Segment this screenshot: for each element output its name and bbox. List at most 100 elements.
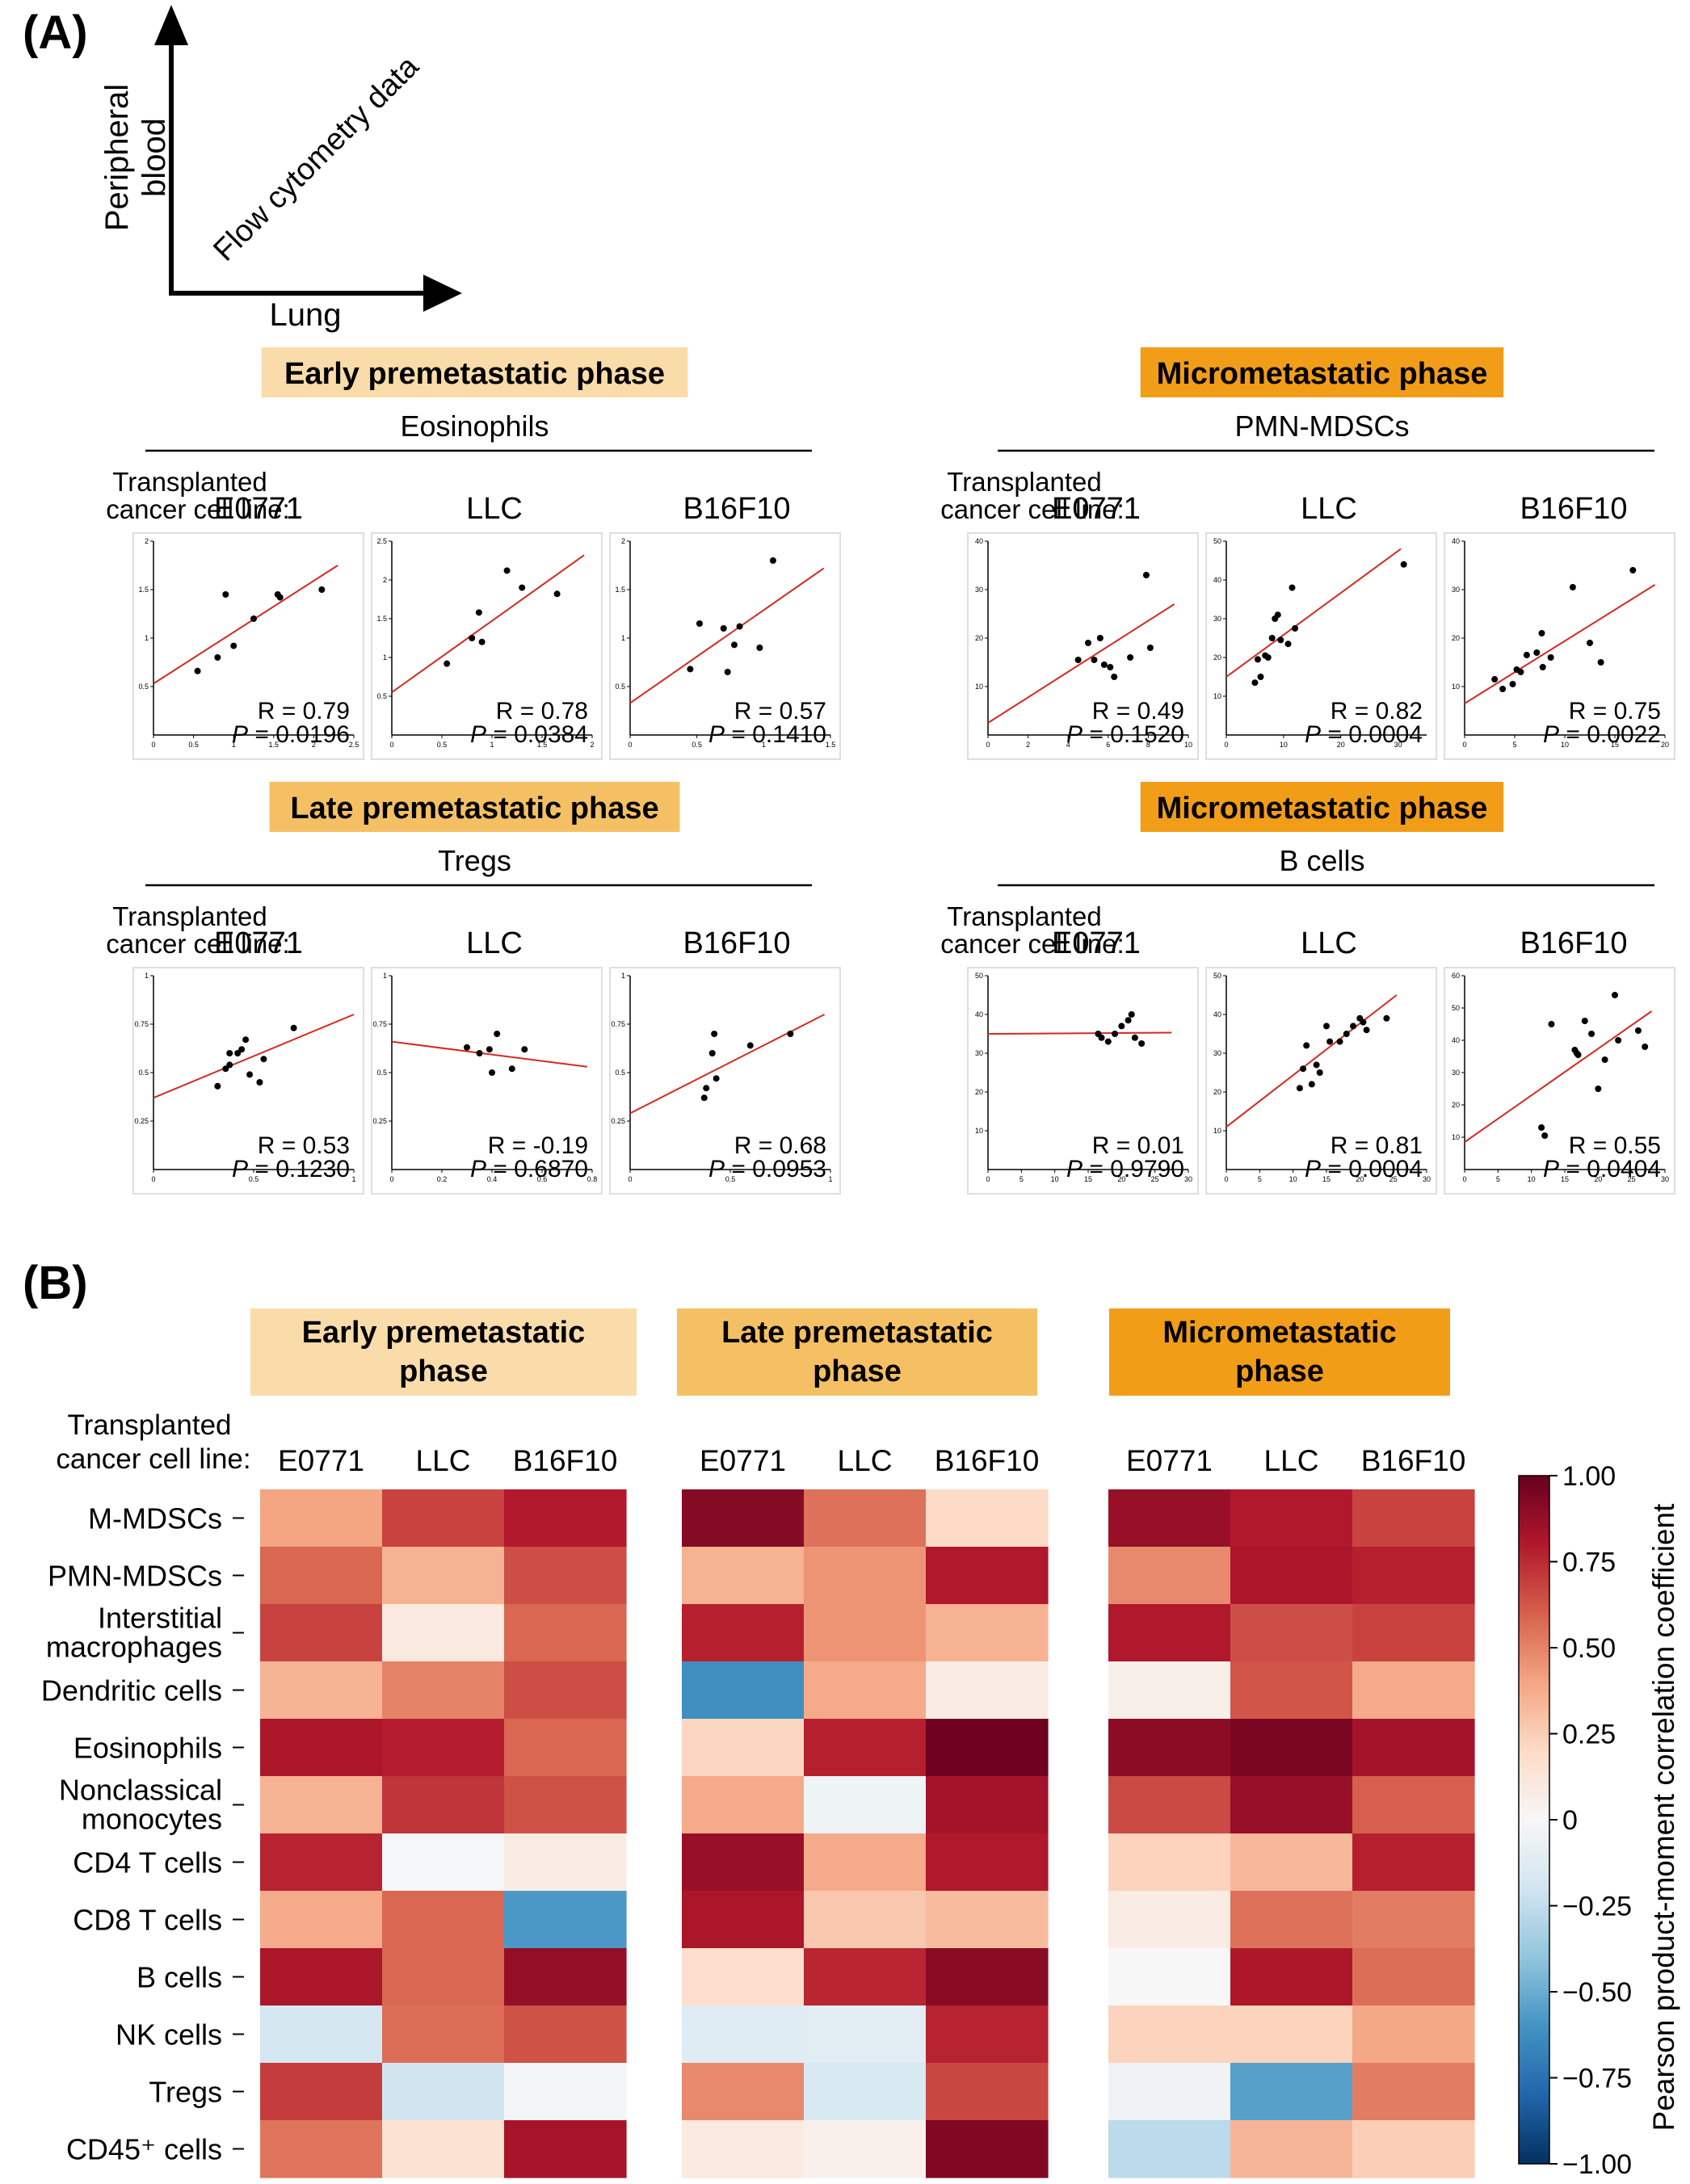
x-tick-label: 0: [151, 1175, 155, 1183]
heatmap-cell: [926, 2120, 1049, 2178]
data-point: [720, 625, 727, 632]
schematic-diagonal-label: Flow cytometry data: [207, 49, 426, 268]
schematic-x-label: Lung: [270, 297, 342, 333]
p-value-number: = 0.6870: [486, 1156, 588, 1182]
r-value: R = 0.55: [1569, 1132, 1661, 1159]
r-value: R = -0.19: [488, 1132, 588, 1159]
p-value-symbol: P: [708, 721, 725, 748]
heatmap-row-label: B cells: [137, 1961, 222, 1994]
x-tick-label: 1: [762, 741, 766, 749]
data-point: [1107, 664, 1114, 670]
heatmap-cell: [682, 1661, 805, 1720]
cell-line-label-llc: LLC: [466, 926, 523, 960]
heatmap-column-label-e0771: E0771: [700, 1444, 786, 1477]
heatmap-cell: [804, 1604, 927, 1662]
phase-banner: [1140, 782, 1504, 832]
data-point: [1111, 674, 1118, 680]
heatmap-row-label: CD4 T cells: [73, 1846, 222, 1880]
data-point: [1112, 1031, 1119, 1037]
regression-line: [153, 565, 338, 685]
heatmap-cell: [382, 1661, 505, 1720]
x-tick-label: 0: [151, 741, 155, 749]
heatmap-cell: [1352, 2006, 1475, 2064]
heatmap-cell: [682, 1547, 805, 1605]
scatter-plot-e0771: 0 0.5 1 1.5 2 2.50.511.52R = 0.79P = 0.0196: [132, 532, 364, 760]
data-point: [724, 669, 731, 675]
x-tick-label: 0: [1462, 1175, 1466, 1183]
scatter-plot-llc: 0 0.2 0.4 0.6 0.8 0.25 0.5 0.75 1 R = -0.19P = 0.…: [371, 967, 603, 1195]
heatmap-row-label: CD8 T cells: [73, 1904, 222, 1937]
data-point: [1541, 1132, 1549, 1139]
heatmap-cell: [682, 1833, 805, 1892]
colorbar-tick-label: 0: [1562, 1805, 1578, 1836]
y-tick-label: 2: [621, 537, 625, 545]
data-point: [238, 1046, 246, 1053]
x-tick-label: 10: [1184, 741, 1192, 749]
heatmap-cell: [382, 1833, 505, 1892]
heatmap-cell: [382, 1891, 505, 1949]
y-tick-label: 30: [1452, 586, 1460, 594]
heatmap-cell: [926, 1891, 1049, 1949]
heatmap-cell: [504, 2120, 627, 2178]
heatmap-cell: [504, 2063, 627, 2121]
y-tick-label: 2.5: [376, 537, 387, 545]
p-value-symbol: P: [1066, 1156, 1083, 1182]
data-point: [736, 623, 743, 630]
data-point: [290, 1024, 297, 1031]
schematic-y-label-2: blood: [137, 118, 172, 197]
data-point: [1100, 662, 1108, 668]
heatmap-cell: [926, 2006, 1049, 2064]
cell-line-label-llc: LLC: [1301, 926, 1357, 960]
heatmap-cell: [1230, 2120, 1353, 2178]
heatmap-cell: [260, 2063, 383, 2121]
y-tick-label: 50: [1213, 537, 1221, 545]
data-point: [250, 615, 257, 622]
y-tick-label: 1: [145, 972, 149, 980]
data-point: [1360, 1018, 1367, 1026]
p-value-symbol: P: [1066, 721, 1083, 748]
data-point: [1634, 1027, 1642, 1034]
regression-line: [391, 1040, 587, 1068]
x-tick-label: 10: [1051, 1175, 1059, 1183]
x-tick-label: 1: [828, 1175, 832, 1183]
p-value-number: = 0.1410: [725, 721, 826, 748]
data-point: [1085, 640, 1091, 646]
data-point: [1274, 611, 1281, 619]
data-point: [1146, 645, 1154, 651]
x-tick-label: 1: [232, 741, 236, 749]
y-tick-label: 40: [1213, 576, 1221, 584]
row-label-cancer-cell-line: cancer cell line:: [940, 494, 1124, 524]
heatmap-cell: [1108, 1776, 1231, 1834]
p-value-number: = 0.0404: [1559, 1156, 1661, 1182]
plot-frame: [371, 967, 603, 1195]
p-value: P = 0.0022: [1543, 721, 1661, 748]
x-tick-label: 2.5: [349, 741, 359, 749]
y-tick-label: 10: [1213, 1127, 1221, 1135]
scatter-plot-llc: 0 0.5 1 1.5 20.511.522.5R = 0.78P = 0.0384: [371, 532, 603, 760]
heatmap-row-label-line2: monocytes: [82, 1803, 222, 1836]
data-point: [1323, 1023, 1330, 1030]
heatmap-row-label-cancer-cell-line: cancer cell line:: [56, 1443, 250, 1475]
heatmap-cell: [504, 1833, 627, 1892]
data-point: [1131, 1034, 1138, 1041]
r-value: R = 0.53: [258, 1132, 350, 1159]
data-point: [1125, 1017, 1132, 1024]
p-value-symbol: P: [1543, 721, 1559, 748]
data-point: [1612, 992, 1618, 998]
y-tick-label: 1.5: [138, 586, 149, 594]
heatmap-cell: [1108, 2006, 1231, 2064]
data-point: [444, 660, 451, 667]
p-value-number: = 0.0004: [1321, 721, 1423, 748]
plot-frame: [1444, 967, 1675, 1195]
y-tick-label: 1.5: [376, 615, 387, 623]
heatmap-cell: [1230, 2063, 1353, 2121]
p-value-number: = 0.0022: [1559, 721, 1661, 748]
heatmap-row-label: PMN-MDSCs: [48, 1560, 222, 1593]
x-tick-label: 4: [1066, 741, 1070, 749]
x-tick-label: 0: [986, 1175, 990, 1183]
phase-banner-label: Late premetastatic phase: [290, 792, 658, 825]
y-tick-label: 40: [975, 537, 983, 545]
data-point: [486, 1046, 493, 1053]
